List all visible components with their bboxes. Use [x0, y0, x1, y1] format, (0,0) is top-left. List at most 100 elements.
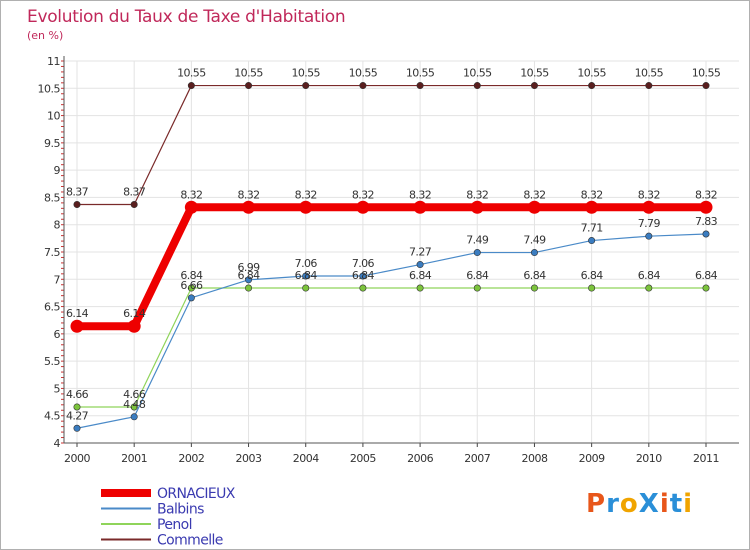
data-label-penol: 6.84 — [581, 269, 604, 282]
y-tick-label: 6 — [54, 328, 61, 341]
y-tick-label: 5 — [54, 382, 61, 395]
y-tick-label: 9.5 — [44, 137, 60, 150]
data-label-ornacieux: 8.32 — [581, 188, 603, 201]
data-point-ornacieux — [413, 200, 427, 214]
data-point-penol — [416, 284, 424, 292]
x-tick-label: 2009 — [579, 452, 605, 465]
data-point-ornacieux — [470, 200, 484, 214]
data-point-penol — [588, 284, 596, 292]
data-label-commelle: 10.55 — [692, 67, 721, 80]
data-point-penol — [530, 284, 538, 292]
data-label-balbins: 6.99 — [237, 261, 260, 274]
data-label-ornacieux: 8.32 — [466, 188, 488, 201]
data-point-ornacieux — [699, 200, 713, 214]
data-label-balbins: 4.27 — [66, 409, 89, 422]
data-point-ornacieux — [299, 200, 313, 214]
data-label-commelle: 10.55 — [177, 67, 206, 80]
y-tick-label: 10.5 — [38, 82, 61, 95]
y-tick-label: 11 — [47, 55, 60, 68]
data-label-penol: 6.84 — [237, 269, 260, 282]
data-point-penol — [359, 284, 367, 292]
x-tick-label: 2003 — [236, 452, 262, 465]
x-tick-label: 2000 — [64, 452, 90, 465]
data-label-commelle: 10.55 — [520, 67, 549, 80]
data-point-balbins — [588, 237, 596, 245]
data-point-ornacieux — [184, 200, 198, 214]
data-label-commelle: 8.37 — [123, 186, 146, 199]
data-label-balbins: 7.79 — [638, 217, 661, 230]
data-point-penol — [645, 284, 653, 292]
data-label-balbins: 7.06 — [352, 257, 375, 270]
data-label-penol: 6.84 — [180, 269, 203, 282]
data-label-commelle: 8.37 — [66, 186, 89, 199]
data-point-commelle — [588, 82, 596, 90]
data-label-ornacieux: 8.32 — [237, 188, 259, 201]
data-point-commelle — [473, 82, 481, 90]
logo-letter: X — [638, 489, 660, 519]
chart-subtitle: (en %) — [27, 29, 64, 42]
data-label-balbins: 7.27 — [409, 246, 432, 259]
x-tick-label: 2011 — [693, 452, 719, 465]
data-label-penol: 6.84 — [352, 269, 375, 282]
data-label-commelle: 10.55 — [463, 67, 492, 80]
data-point-balbins — [359, 272, 367, 280]
series-line-balbins — [76, 233, 707, 429]
data-label-commelle: 10.55 — [291, 67, 320, 80]
chart-title: Evolution du Taux de Taxe d'Habitation — [27, 7, 346, 27]
x-tick-label: 2001 — [121, 452, 147, 465]
y-tick-label: 4 — [54, 437, 61, 450]
y-tick-label: 5.5 — [44, 355, 60, 368]
data-point-commelle — [416, 82, 424, 90]
data-point-commelle — [130, 201, 138, 209]
data-point-penol — [702, 284, 710, 292]
y-tick-label: 8 — [54, 219, 61, 232]
x-tick-label: 2004 — [293, 452, 319, 465]
legend-label-balbins: Balbins — [157, 502, 204, 518]
data-point-balbins — [245, 276, 253, 284]
data-point-ornacieux — [527, 200, 541, 214]
data-label-penol: 6.84 — [523, 269, 546, 282]
data-point-ornacieux — [127, 319, 141, 333]
data-point-balbins — [416, 261, 424, 269]
data-label-penol: 4.66 — [66, 388, 89, 401]
logo-letter: o — [619, 489, 639, 519]
y-tick-label: 6.5 — [44, 301, 60, 314]
x-tick-label: 2008 — [521, 452, 547, 465]
series-line-penol — [77, 287, 706, 408]
data-point-penol — [302, 284, 310, 292]
data-point-ornacieux — [242, 200, 256, 214]
data-label-balbins: 7.49 — [466, 234, 489, 247]
data-label-penol: 6.84 — [466, 269, 489, 282]
y-tick-label: 9 — [54, 164, 61, 177]
data-label-balbins: 7.83 — [695, 215, 718, 228]
proxiti-logo: ProXiti — [586, 489, 693, 519]
data-label-commelle: 10.55 — [406, 67, 435, 80]
data-point-balbins — [130, 413, 138, 421]
data-point-balbins — [645, 232, 653, 240]
series-line-ornacieux — [77, 203, 706, 331]
data-label-ornacieux: 8.32 — [180, 188, 202, 201]
x-tick-label: 2005 — [350, 452, 376, 465]
data-point-penol — [245, 284, 253, 292]
data-point-balbins — [187, 294, 195, 302]
data-label-commelle: 10.55 — [349, 67, 378, 80]
y-tick-label: 4.5 — [44, 410, 60, 423]
x-tick-label: 2006 — [407, 452, 433, 465]
data-label-ornacieux: 6.14 — [123, 307, 146, 320]
data-label-balbins: 6.66 — [180, 279, 203, 292]
data-point-ornacieux — [585, 200, 599, 214]
data-point-balbins — [702, 230, 710, 238]
data-point-penol — [73, 403, 81, 411]
y-tick-label: 7 — [54, 273, 61, 286]
y-tick-label: 8.5 — [44, 191, 60, 204]
legend-label-commelle: Commelle — [157, 533, 223, 549]
data-point-commelle — [187, 82, 195, 90]
data-point-penol — [473, 284, 481, 292]
data-label-ornacieux: 8.32 — [409, 188, 431, 201]
data-point-ornacieux — [642, 200, 656, 214]
data-label-penol: 6.84 — [409, 269, 432, 282]
data-label-balbins: 7.71 — [581, 222, 603, 235]
data-point-commelle — [73, 201, 81, 209]
